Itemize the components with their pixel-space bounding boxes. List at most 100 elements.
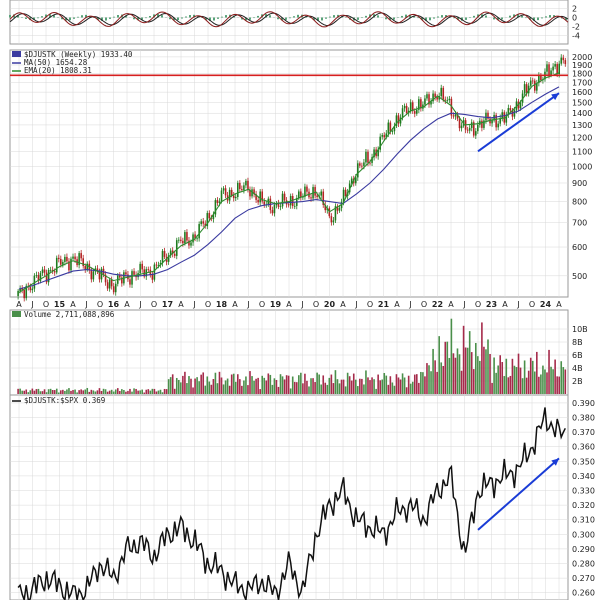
indicator-hist-bar [225,15,227,18]
price-candle-body [66,256,68,262]
volume-bar [450,318,453,394]
price-candle-body [224,188,227,196]
price-candle-body [198,224,200,239]
volume-bar [283,379,286,394]
price-candle-body [147,269,150,270]
price-candle-body [243,185,245,191]
indicator-hist-bar [437,16,439,18]
volume-bar [452,353,455,394]
volume-bar [269,374,272,394]
volume-bar [51,390,54,394]
indicator-hist-bar [85,14,87,18]
volume-bar [495,372,497,394]
price-candle-body [310,197,312,199]
volume-bar [493,357,495,394]
indicator-hist-bar [101,17,103,21]
indicator-hist-bar [321,17,323,21]
volume-bar [548,349,550,394]
price-candle-body [519,102,522,109]
volume-bar [515,367,518,394]
x-tick-label: A [340,300,346,309]
price-candle-body [261,191,264,202]
volume-bar [116,388,119,394]
price-candle-body [367,151,369,163]
volume-bar [263,377,266,394]
indicator-hist-bar [173,17,175,21]
volume-bar [196,377,198,394]
volume-bar [542,365,544,394]
price-candle-body [377,149,379,157]
volume-bar [31,388,34,394]
indicator-hist-bar [325,17,327,19]
indicator-hist-bar [277,17,279,20]
price-candle-body [133,271,135,275]
volume-bar [133,388,135,394]
volume-bar [483,346,485,394]
price-candle-body [373,149,375,158]
volume-bar [17,388,19,394]
volume-bar [86,387,89,394]
volume-bar [208,381,211,394]
volume-bar [84,389,87,394]
volume-y-tick: 4B [572,364,583,373]
volume-bar [479,360,481,394]
volume-bar [409,383,412,394]
volume-bar [241,385,243,394]
volume-bar [149,390,152,394]
price-candle-body [350,178,353,184]
volume-bar [72,390,74,394]
indicator-hist-bar [157,14,159,18]
indicator-y-tick: 2 [572,5,577,14]
price-candle-body [192,234,194,243]
volume-bar [438,336,440,394]
x-tick-label: A [394,300,400,309]
volume-bar [546,372,548,394]
x-tick-label: O [367,300,373,309]
price-candle-body [336,206,339,211]
ratio-y-tick: 0.300 [572,530,595,539]
volume-bar [458,354,461,394]
volume-bar [234,381,237,394]
price-candle-body [230,189,233,196]
volume-bar [212,379,215,394]
price-candle-body [458,118,461,129]
price-candle-body [210,218,213,220]
volume-bar [306,380,308,394]
indicator-hist-bar [241,17,243,20]
indicator-hist-bar [545,16,547,18]
volume-bar [239,379,241,394]
price-candle-body [359,163,361,166]
volume-bar [330,374,333,394]
volume-bar [381,379,384,394]
volume-bar [525,377,528,394]
volume-bar [277,386,280,394]
price-candle-body [151,274,154,280]
indicator-hist-bar [41,16,43,18]
indicator-hist-bar [433,17,435,19]
price-candle-body [491,120,493,124]
price-candle-body [169,250,172,256]
price-candle-body [178,239,180,241]
x-tick-label: J [516,300,519,309]
volume-bar [281,376,284,394]
price-candle-body [41,269,44,274]
volume-bar [159,389,162,394]
price-candle-body [365,151,367,163]
indicator-hist-bar [45,14,47,18]
price-candle-body [444,99,447,101]
indicator-hist-bar [177,17,179,21]
indicator-hist-bar [337,14,339,18]
price-candle-body [389,122,392,132]
volume-bar [155,391,158,394]
ratio-layer [17,407,566,600]
volume-bar [55,388,58,394]
price-candle-body [155,264,158,266]
volume-bar [403,377,406,394]
indicator-hist-bar [393,17,395,20]
volume-bar [468,331,471,394]
x-tick-label: J [30,300,33,309]
price-y-tick: 1800 [572,70,592,79]
price-candle-body [23,290,26,299]
indicator-hist-bar [333,15,335,18]
volume-bar [357,386,359,394]
